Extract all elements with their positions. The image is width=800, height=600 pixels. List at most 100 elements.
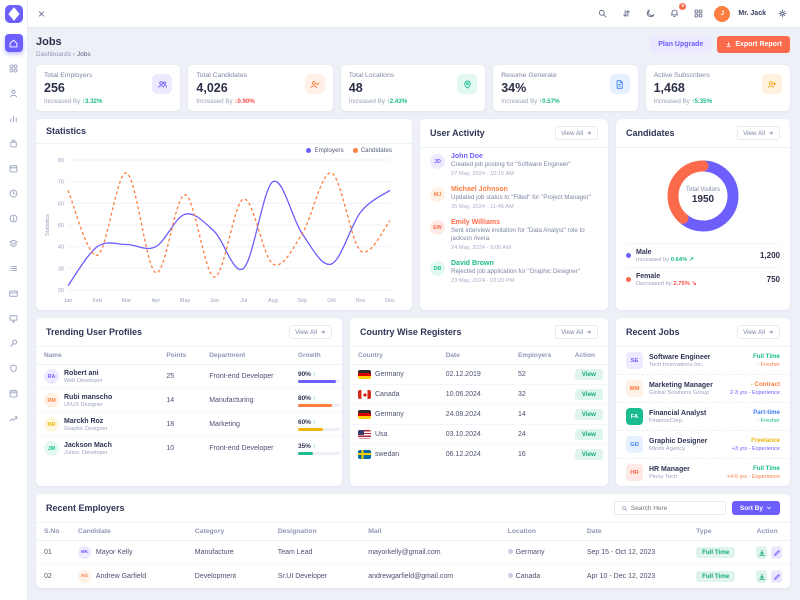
activity-item[interactable]: JD John Doe Created job posting for "Sof… [420, 148, 608, 181]
stat-value: 34% [501, 81, 527, 95]
profile-name: Rubi manscho [64, 393, 113, 401]
profile-role: UI/UX Designer [64, 401, 103, 408]
view-button[interactable]: View [574, 449, 603, 460]
job-list-item[interactable]: HR HR Manager Pinoy Tech Full Time +4-5 yr… [616, 459, 790, 486]
job-list-item[interactable]: SE Software Engineer Tech Innovations Inc… [616, 347, 790, 375]
settings-gear-icon[interactable] [774, 6, 790, 22]
table-row[interactable]: RA Robert ani Web Developer 25 Front-end D… [36, 364, 342, 389]
stat-change: Increased By ↑0.57% [501, 98, 560, 105]
chevron-down-icon [767, 506, 771, 510]
sidebar-item-ecommerce[interactable] [5, 134, 23, 152]
app-logo[interactable] [4, 5, 23, 23]
svg-text:40: 40 [58, 245, 64, 251]
notifications-bell-icon[interactable]: 5 [666, 2, 687, 22]
arrow-right-icon [769, 131, 773, 135]
job-experience: - Fresher [757, 418, 780, 424]
sidebar-item-security[interactable] [5, 359, 23, 377]
points-cell: 10 [166, 445, 175, 452]
table-row[interactable]: JM Jackson Mach Junior. Developer 10 Front… [36, 437, 342, 461]
location-dot-icon [507, 573, 513, 578]
job-list-item[interactable]: FA Financial Analyst FinanceCorp Part-tim… [616, 403, 790, 431]
candidates-view-all-button[interactable]: View All [737, 126, 780, 140]
breadcrumb-root[interactable]: Dashboards [36, 51, 72, 58]
apps-grid-icon[interactable] [690, 6, 706, 22]
statistics-title: Statistics [46, 126, 87, 136]
activity-time: 27 May, 2024 - 10:15 AM [451, 171, 515, 178]
recent-jobs-view-all-button[interactable]: View All [737, 325, 780, 339]
stat-change: Increased By ↑3.32% [44, 98, 103, 105]
location-cell: Canada [515, 573, 541, 580]
sidebar-item-widgets[interactable] [5, 59, 23, 77]
sidebar-item-layers[interactable] [5, 234, 23, 252]
job-list-item[interactable]: GD Graphic Designer Minds Agency Freelanc… [616, 431, 790, 459]
avatar: MK [77, 546, 91, 559]
table-row[interactable]: MR Marckh Roz Graphic Designer 18 Marketin… [36, 412, 342, 437]
sidebar-item-charts[interactable] [5, 109, 23, 127]
export-report-button[interactable]: Export Report [717, 36, 790, 53]
sidebar-item-tools[interactable] [5, 334, 23, 352]
sidebar-item-reports[interactable] [5, 409, 23, 427]
search-input[interactable] [630, 504, 719, 512]
svg-text:70: 70 [58, 180, 64, 186]
user-activity-view-all-button[interactable]: View All [555, 126, 598, 140]
table-row[interactable]: RM Rubi manscho UI/UX Designer 14 Manufact… [36, 388, 342, 413]
column-header: Type [688, 523, 749, 541]
sidebar-item-clock[interactable] [5, 184, 23, 202]
department-cell: Front-end Developer [209, 445, 274, 452]
stat-value: 48 [348, 81, 363, 95]
job-role: Marketing Manager [649, 381, 713, 389]
edit-button[interactable] [771, 570, 782, 583]
recent-jobs-card: Recent Jobs View All SE Software Enginee… [616, 318, 790, 486]
stat-change-pct: ↑3.32% [81, 98, 103, 105]
sidebar-item-tasks[interactable] [5, 259, 23, 277]
type-badge: Full Time [696, 547, 736, 558]
svg-text:60: 60 [58, 201, 64, 207]
job-list-item[interactable]: MM Marketing Manager Global Solutions Gro… [616, 375, 790, 403]
date-cell: 10.06.2024 [437, 384, 510, 405]
countries-view-all-button[interactable]: View All [555, 325, 598, 339]
view-button[interactable]: View [574, 409, 603, 420]
growth-value: 35% [297, 442, 311, 450]
date-cell: 06.12.2024 [445, 451, 481, 458]
user-name[interactable]: Mr. Jack [738, 10, 766, 17]
view-button[interactable]: View [574, 369, 603, 380]
stat-label: Resume Generate [501, 72, 557, 79]
plan-upgrade-button[interactable]: Plan Upgrade [650, 36, 712, 53]
sidebar-item-calendar[interactable] [5, 384, 23, 402]
download-button[interactable] [756, 570, 768, 583]
sort-arrows-icon[interactable] [618, 6, 634, 22]
download-button[interactable] [756, 546, 768, 559]
svg-text:Oct: Oct [327, 298, 336, 304]
search-icon[interactable] [594, 6, 610, 22]
sidebar-item-apps[interactable] [5, 159, 23, 177]
mail-cell: mayorkelly@gmail.com [360, 540, 500, 565]
trending-view-all-button[interactable]: View All [289, 325, 332, 339]
sno-cell: 01 [36, 540, 70, 565]
dark-mode-moon-icon[interactable] [642, 6, 658, 22]
close-icon[interactable]: × [38, 6, 46, 21]
sort-by-button[interactable]: Sort By [731, 501, 780, 515]
country-name: Canada [375, 391, 400, 398]
column-header: Action [748, 523, 790, 541]
edit-button[interactable] [771, 546, 782, 559]
view-button[interactable]: View [574, 429, 603, 440]
svg-text:50: 50 [58, 223, 64, 229]
sidebar-item-cards[interactable] [5, 284, 23, 302]
sidebar-item-monitor[interactable] [5, 309, 23, 327]
employers-cell: 24 [509, 424, 567, 445]
activity-item[interactable]: DB David Brown Rejected job application … [420, 255, 608, 288]
view-button[interactable]: View [574, 389, 603, 400]
sidebar-item-dashboard[interactable] [4, 34, 23, 52]
activity-text: Sent interview invitation for "Data Anal… [451, 227, 585, 243]
table-row: 02 AG Andrew Garfield Development Sr.UI D… [36, 565, 790, 589]
employers-cell: 32 [509, 384, 567, 405]
user-avatar[interactable]: J [714, 5, 731, 22]
activity-item[interactable]: MJ Michael Johnson Updated job status to… [420, 181, 608, 214]
stat-change-pct: ↑5.35% [691, 98, 713, 105]
sidebar-item-info[interactable] [5, 209, 23, 227]
date-cell: Sep 15 - Oct 12, 2023 [578, 540, 689, 565]
sidebar-item-users[interactable] [5, 84, 23, 102]
main-content: Jobs Dashboards › Jobs Plan Upgrade Expo… [28, 28, 800, 600]
activity-item[interactable]: EW Emily Williams Sent interview invitat… [420, 214, 608, 255]
employers-cell: 14 [509, 404, 567, 425]
